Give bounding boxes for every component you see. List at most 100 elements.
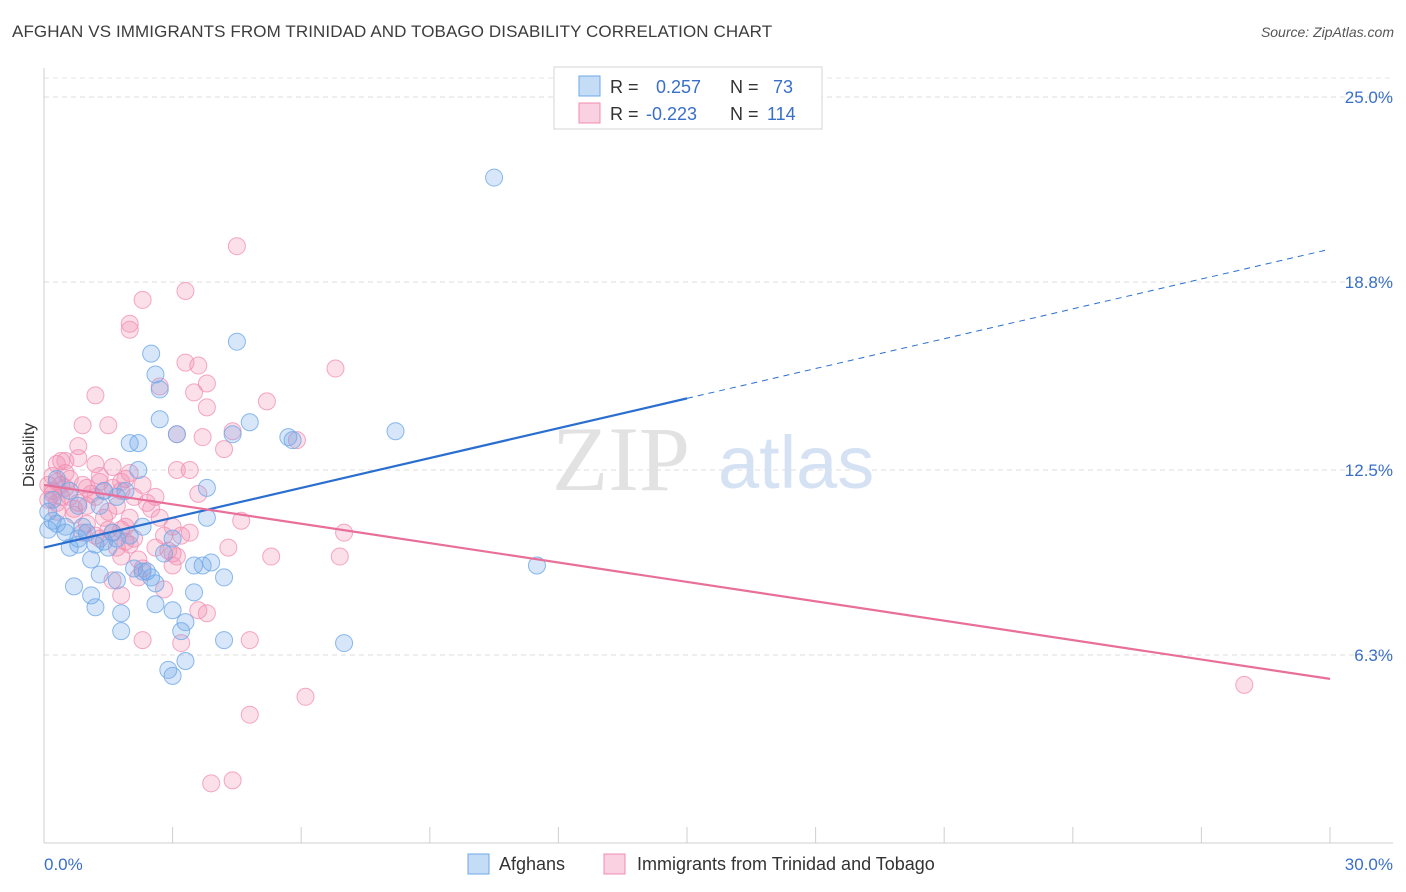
point-trinidad-83 — [197, 604, 216, 623]
point-trinidad-26 — [103, 458, 122, 477]
point-afghans-49 — [107, 571, 126, 590]
point-afghans-14 — [129, 461, 148, 479]
point-afghans-23 — [90, 496, 109, 515]
point-afghans-58 — [176, 613, 195, 632]
point-afghans-43 — [527, 556, 546, 575]
point-trinidad-21 — [215, 440, 234, 459]
point-trinidad-1 — [176, 281, 195, 300]
y-tick-label-1: 12.5% — [1345, 461, 1393, 480]
legend-n-value-afghans: 73 — [773, 77, 793, 97]
point-trinidad-25 — [86, 455, 105, 474]
point-afghans-67 — [73, 517, 92, 536]
point-trinidad-106 — [180, 523, 199, 542]
point-trinidad-89 — [1235, 675, 1254, 694]
point-afghans-6 — [240, 413, 259, 432]
legend-box: R = 0.257 N = 73 R = -0.223 N = 114 — [553, 66, 823, 130]
point-trinidad-7 — [176, 353, 195, 372]
trend-line-afghans-extension — [686, 248, 1331, 399]
point-trinidad-85 — [240, 631, 259, 650]
point-trinidad-87 — [296, 687, 315, 706]
point-afghans-53 — [82, 586, 101, 605]
legend-n-label: N = — [730, 104, 759, 124]
point-afghans-48 — [215, 568, 234, 587]
point-trinidad-88 — [240, 705, 259, 724]
point-trinidad-74 — [262, 547, 281, 566]
point-afghans-13 — [129, 434, 148, 453]
point-afghans-62 — [335, 634, 354, 653]
trend-line-afghans — [43, 397, 688, 549]
legend-swatch-trinidad — [578, 102, 601, 124]
watermark-atlas: atlas — [718, 421, 874, 504]
point-afghans-61 — [215, 631, 234, 650]
point-afghans-60 — [112, 622, 131, 641]
legend-r-value-afghans: 0.257 — [656, 77, 701, 97]
point-afghans-0 — [485, 168, 504, 187]
gridlines — [44, 77, 1393, 656]
point-trinidad-30 — [90, 466, 109, 485]
watermark-zip: ZIP — [552, 408, 690, 510]
y-axis-title: Disability — [21, 423, 38, 487]
point-afghans-63 — [176, 651, 195, 670]
legend-swatch-afghans — [578, 75, 601, 97]
point-afghans-9 — [386, 422, 405, 441]
trend-line-trinidad — [43, 483, 1331, 680]
legend-r-value-trinidad: -0.223 — [646, 104, 697, 124]
point-trinidad-8 — [197, 374, 216, 393]
series-trinidad-points — [39, 237, 1254, 793]
point-trinidad-75 — [330, 547, 349, 566]
point-afghans-2 — [142, 344, 161, 363]
y-tick-label-3: 25.0% — [1345, 88, 1393, 107]
legend-n-value-trinidad: 114 — [767, 104, 796, 124]
point-afghans-39 — [163, 529, 182, 548]
point-trinidad-6 — [326, 359, 345, 378]
legend-r-label: R = — [610, 104, 639, 124]
point-trinidad-81 — [112, 586, 131, 605]
x-axis-ticks — [43, 827, 1331, 843]
point-trinidad-90 — [223, 771, 242, 790]
point-afghans-4 — [150, 380, 169, 399]
point-afghans-52 — [185, 583, 204, 602]
source-label: Source: ZipAtlas.com — [1260, 24, 1394, 40]
bottom-legend-swatch-afghans — [467, 853, 490, 875]
point-trinidad-84 — [133, 631, 152, 650]
bottom-legend-swatch-trinidad — [603, 853, 626, 875]
point-trinidad-3 — [120, 314, 139, 333]
point-afghans-8 — [223, 425, 242, 444]
point-trinidad-11 — [86, 386, 105, 405]
point-trinidad-70 — [219, 538, 238, 557]
point-afghans-59 — [172, 622, 191, 641]
point-trinidad-13 — [197, 398, 216, 417]
point-trinidad-12 — [257, 392, 276, 411]
point-afghans-5 — [150, 410, 169, 429]
point-trinidad-28 — [167, 461, 186, 479]
point-afghans-17 — [60, 481, 79, 500]
point-afghans-56 — [163, 601, 182, 620]
point-afghans-71 — [202, 553, 221, 572]
point-trinidad-56 — [232, 511, 251, 530]
legend-r-label: R = — [610, 77, 639, 97]
point-afghans-54 — [146, 595, 165, 614]
point-afghans-21 — [43, 490, 62, 509]
point-trinidad-72 — [112, 547, 131, 566]
point-afghans-47 — [90, 565, 109, 584]
y-axis-tick-labels: 6.3% 12.5% 18.8% 25.0% — [1345, 88, 1393, 665]
bottom-legend: Afghans Immigrants from Trinidad and Tob… — [467, 853, 935, 875]
point-afghans-22 — [69, 496, 88, 515]
point-afghans-70 — [82, 550, 101, 569]
point-trinidad-18 — [193, 428, 212, 447]
y-tick-label-0: 6.3% — [1354, 646, 1393, 665]
chart-title: AFGHAN VS IMMIGRANTS FROM TRINIDAD AND T… — [12, 22, 773, 41]
point-trinidad-4 — [120, 320, 139, 339]
legend-n-label: N = — [730, 77, 759, 97]
x-tick-label-max: 30.0% — [1345, 855, 1393, 874]
point-afghans-3 — [146, 365, 165, 384]
point-trinidad-0 — [227, 237, 246, 256]
series-afghans-points — [39, 168, 546, 685]
point-afghans-11 — [283, 431, 302, 450]
point-trinidad-91 — [202, 774, 221, 793]
point-afghans-69 — [142, 568, 161, 587]
y-tick-label-2: 18.8% — [1345, 273, 1393, 292]
point-afghans-1 — [227, 332, 246, 351]
point-afghans-40 — [155, 544, 174, 563]
